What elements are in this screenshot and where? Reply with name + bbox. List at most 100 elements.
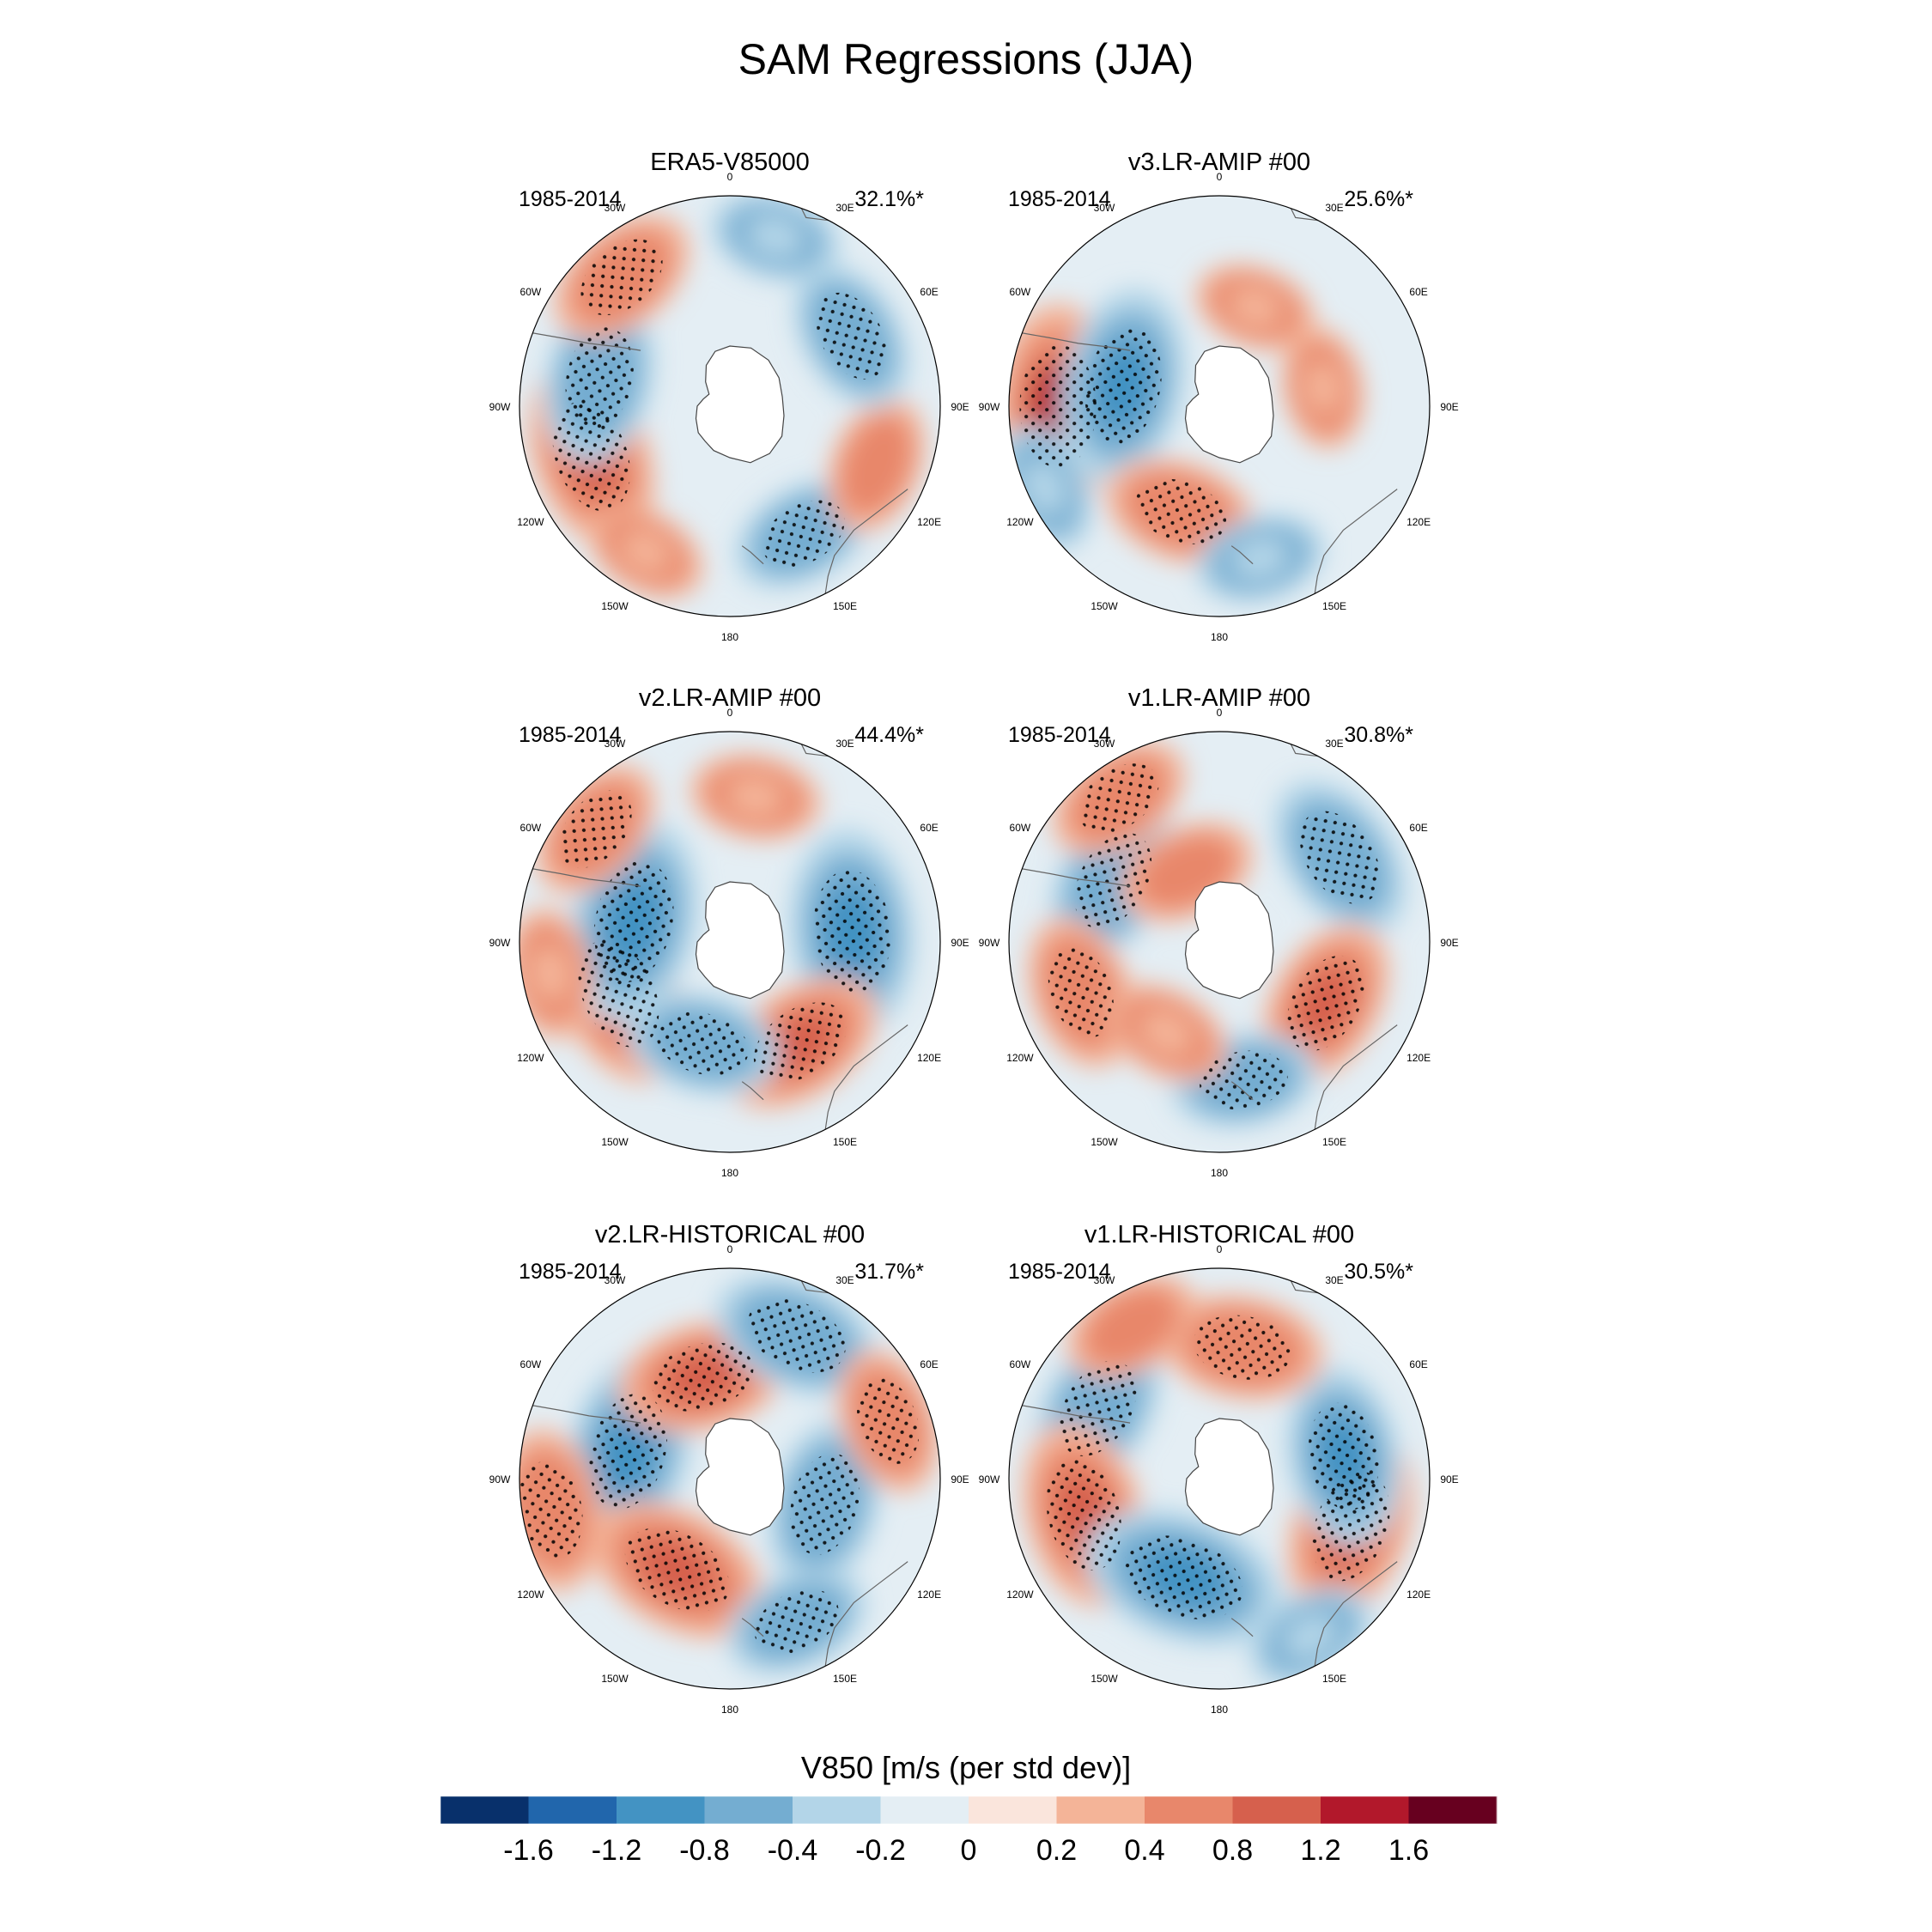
antarctica-continent xyxy=(695,1418,785,1536)
panel-explained-variance: 44.4%* xyxy=(854,723,924,747)
map-panel-2: v3.LR-AMIP #00 1985-2014 25.6%* 0 30E 60E 90E 1… xyxy=(979,149,1459,643)
longitude-label: 120E xyxy=(1406,516,1431,528)
panel-explained-variance: 31.7%* xyxy=(854,1260,924,1284)
longitude-label: 30W xyxy=(1094,1274,1115,1286)
panel-explained-variance: 30.8%* xyxy=(1344,723,1413,747)
map-field xyxy=(519,1268,940,1689)
panel-title: v1.LR-AMIP #00 xyxy=(1128,684,1310,712)
significance-stipple xyxy=(1046,1459,1121,1571)
colorbar-swatch xyxy=(880,1796,969,1824)
coastline xyxy=(1230,1081,1254,1101)
longitude-label: 120E xyxy=(917,1052,941,1064)
anomaly-core xyxy=(620,531,671,574)
panel-period: 1985-2014 xyxy=(1008,723,1111,747)
panel-period: 1985-2014 xyxy=(1008,1260,1111,1284)
significance-stipple xyxy=(593,860,674,982)
anomaly-core xyxy=(530,945,571,1003)
panel-title: ERA5-V85000 xyxy=(650,149,809,176)
significance-stipple xyxy=(656,1012,749,1076)
antarctica-continent xyxy=(1184,345,1274,464)
colorbar-tick-label: 0.8 xyxy=(1212,1834,1253,1867)
colorbar-tick-label: -1.6 xyxy=(503,1834,554,1867)
longitude-label: 150E xyxy=(833,1136,857,1148)
significance-stipple xyxy=(762,500,845,568)
panel-explained-variance: 30.5%* xyxy=(1344,1260,1413,1284)
longitude-label: 120W xyxy=(1006,516,1034,528)
panel-period: 1985-2014 xyxy=(519,187,622,211)
map-field xyxy=(1009,1268,1430,1689)
significance-stipple xyxy=(1194,1315,1291,1380)
anomaly-core xyxy=(1229,287,1282,327)
colorbar-swatch xyxy=(1321,1796,1409,1824)
longitude-label: 180 xyxy=(721,1704,738,1716)
coastline xyxy=(1314,489,1398,594)
significance-stipple xyxy=(580,239,663,316)
coastline xyxy=(741,1081,764,1101)
longitude-label: 90W xyxy=(979,1473,1000,1485)
colorbar-swatch xyxy=(1408,1796,1498,1824)
colorbar-swatch xyxy=(969,1796,1057,1824)
panel-period: 1985-2014 xyxy=(519,723,622,747)
coastline xyxy=(1314,1024,1398,1130)
significance-stipple xyxy=(753,1002,848,1083)
longitude-label: 30E xyxy=(1325,202,1343,214)
colorbar-tick-label: 1.6 xyxy=(1388,1834,1429,1867)
longitude-label: 150W xyxy=(601,1673,629,1685)
significance-stipple xyxy=(1078,763,1159,834)
coastline xyxy=(1014,1403,1131,1424)
map-field xyxy=(519,196,940,617)
longitude-label: 150W xyxy=(1091,1673,1118,1685)
longitude-label: 60E xyxy=(920,1358,938,1370)
anomaly-core xyxy=(1283,1613,1338,1659)
longitude-label: 90W xyxy=(979,937,1000,949)
anomaly-core xyxy=(1303,361,1342,416)
antarctica-continent xyxy=(1184,1418,1274,1536)
coastline xyxy=(1314,1561,1398,1667)
colorbar-tick-label: -1.2 xyxy=(592,1834,642,1867)
colorbar-swatch xyxy=(528,1796,617,1824)
map-border xyxy=(519,195,941,617)
significance-stipple xyxy=(1048,946,1114,1038)
longitude-label: 120E xyxy=(1406,1052,1431,1064)
significance-stipple xyxy=(790,1453,860,1555)
longitude-label: 180 xyxy=(1211,1167,1228,1179)
significance-stipple xyxy=(1299,811,1381,904)
colorbar-tick-label: 0.4 xyxy=(1124,1834,1164,1867)
longitude-label: 60W xyxy=(520,286,542,298)
longitude-label: 150W xyxy=(1091,600,1118,612)
longitude-label: 90W xyxy=(979,401,1000,413)
longitude-label: 120E xyxy=(917,1589,941,1601)
map-field xyxy=(1009,732,1430,1152)
significance-stipple xyxy=(589,1393,668,1510)
longitude-label: 180 xyxy=(1211,1704,1228,1716)
significance-stipple xyxy=(565,327,634,430)
longitude-label: 0 xyxy=(1217,707,1223,719)
longitude-label: 90E xyxy=(1440,401,1458,413)
longitude-label: 30W xyxy=(605,738,626,750)
anomaly-core xyxy=(726,776,785,817)
anomaly-core xyxy=(1231,538,1289,580)
longitude-label: 150E xyxy=(833,600,857,612)
map-field xyxy=(519,732,940,1152)
panel-title: v3.LR-AMIP #00 xyxy=(1128,149,1310,176)
colorbar-tick-label: -0.8 xyxy=(679,1834,730,1867)
coastline xyxy=(824,489,908,594)
coastline xyxy=(525,331,641,351)
colorbar-tick-label: 1.2 xyxy=(1300,1834,1340,1867)
coastline xyxy=(1014,866,1131,887)
longitude-label: 120E xyxy=(1406,1589,1431,1601)
longitude-label: 90E xyxy=(951,937,969,949)
longitude-label: 150W xyxy=(601,1136,629,1148)
anomaly-core xyxy=(746,216,804,258)
longitude-label: 150E xyxy=(833,1673,857,1685)
longitude-label: 120W xyxy=(517,1052,544,1064)
longitude-label: 60E xyxy=(920,286,938,298)
anomaly-core xyxy=(854,435,899,495)
significance-stipple xyxy=(816,292,887,380)
significance-stipple xyxy=(1084,327,1162,445)
longitude-label: 30W xyxy=(1094,202,1115,214)
significance-stipple xyxy=(1308,1402,1379,1511)
longitude-label: 120W xyxy=(517,1589,544,1601)
panel-explained-variance: 25.6%* xyxy=(1344,187,1413,211)
longitude-label: 180 xyxy=(721,1167,738,1179)
